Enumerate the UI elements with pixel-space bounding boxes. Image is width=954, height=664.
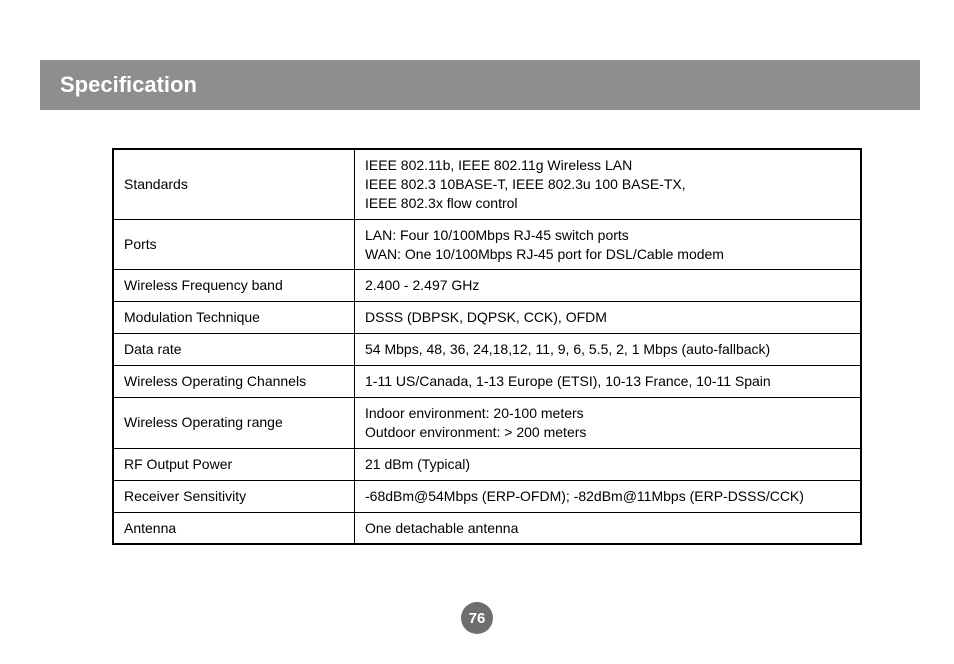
- spec-label: Data rate: [113, 334, 355, 366]
- table-row: AntennaOne detachable antenna: [113, 512, 861, 544]
- page-number-value: 76: [469, 610, 486, 627]
- spec-label: Wireless Operating range: [113, 398, 355, 449]
- spec-label: Antenna: [113, 512, 355, 544]
- spec-value: One detachable antenna: [355, 512, 862, 544]
- specification-table: StandardsIEEE 802.11b, IEEE 802.11g Wire…: [112, 148, 862, 545]
- table-row: Wireless Operating Channels1-11 US/Canad…: [113, 366, 861, 398]
- table-row: Wireless Frequency band2.400 - 2.497 GHz: [113, 270, 861, 302]
- spec-label: RF Output Power: [113, 448, 355, 480]
- spec-label: Ports: [113, 219, 355, 270]
- table-row: Modulation TechniqueDSSS (DBPSK, DQPSK, …: [113, 302, 861, 334]
- spec-value: DSSS (DBPSK, DQPSK, CCK), OFDM: [355, 302, 862, 334]
- spec-label: Standards: [113, 149, 355, 219]
- spec-value: 54 Mbps, 48, 36, 24,18,12, 11, 9, 6, 5.5…: [355, 334, 862, 366]
- page-title: Specification: [60, 72, 197, 98]
- spec-label: Wireless Operating Channels: [113, 366, 355, 398]
- page-number-badge: 76: [461, 602, 493, 634]
- table-row: Data rate54 Mbps, 48, 36, 24,18,12, 11, …: [113, 334, 861, 366]
- spec-label: Wireless Frequency band: [113, 270, 355, 302]
- spec-label: Receiver Sensitivity: [113, 480, 355, 512]
- spec-value: -68dBm@54Mbps (ERP-OFDM); -82dBm@11Mbps …: [355, 480, 862, 512]
- spec-value: 21 dBm (Typical): [355, 448, 862, 480]
- table-row: StandardsIEEE 802.11b, IEEE 802.11g Wire…: [113, 149, 861, 219]
- specification-table-body: StandardsIEEE 802.11b, IEEE 802.11g Wire…: [113, 149, 861, 544]
- spec-value: Indoor environment: 20-100 metersOutdoor…: [355, 398, 862, 449]
- table-row: Wireless Operating rangeIndoor environme…: [113, 398, 861, 449]
- spec-value: 1-11 US/Canada, 1-13 Europe (ETSI), 10-1…: [355, 366, 862, 398]
- spec-label: Modulation Technique: [113, 302, 355, 334]
- table-row: PortsLAN: Four 10/100Mbps RJ-45 switch p…: [113, 219, 861, 270]
- spec-value: 2.400 - 2.497 GHz: [355, 270, 862, 302]
- table-row: Receiver Sensitivity-68dBm@54Mbps (ERP-O…: [113, 480, 861, 512]
- page: Specification StandardsIEEE 802.11b, IEE…: [0, 0, 954, 664]
- spec-value: LAN: Four 10/100Mbps RJ-45 switch portsW…: [355, 219, 862, 270]
- header-bar: Specification: [40, 60, 920, 110]
- table-row: RF Output Power21 dBm (Typical): [113, 448, 861, 480]
- spec-value: IEEE 802.11b, IEEE 802.11g Wireless LANI…: [355, 149, 862, 219]
